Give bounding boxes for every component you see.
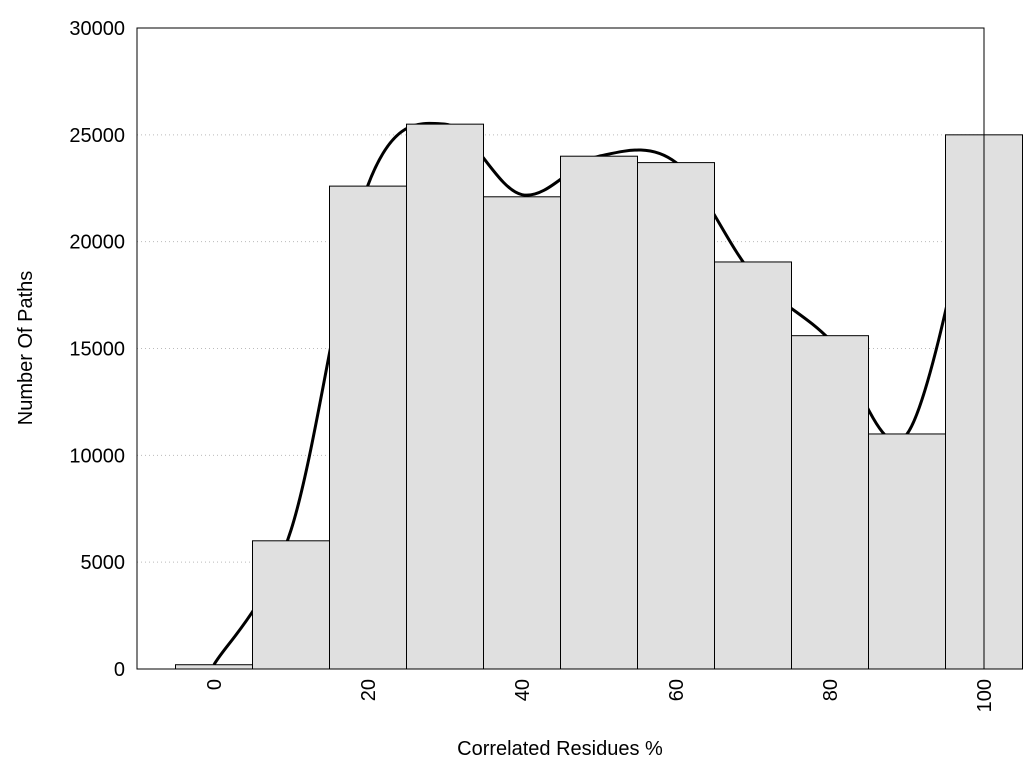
bar xyxy=(406,123,484,670)
y-axis-label: Number Of Paths xyxy=(15,271,37,426)
y-tick-label: 15000 xyxy=(69,339,125,361)
bar xyxy=(329,185,407,670)
y-tick-label: 5000 xyxy=(81,552,126,574)
bar xyxy=(791,335,869,670)
x-tick-label: 20 xyxy=(358,679,380,701)
y-tick-label: 30000 xyxy=(69,18,125,40)
bar xyxy=(560,155,638,670)
plot-border xyxy=(136,27,985,670)
x-tick-label: 40 xyxy=(512,679,534,701)
x-axis-label: Correlated Residues % xyxy=(457,738,663,760)
y-tick-label: 10000 xyxy=(69,445,125,467)
y-tick-label: 25000 xyxy=(69,125,125,147)
bar xyxy=(637,162,715,670)
x-tick-label: 60 xyxy=(666,679,688,701)
x-tick-label: 0 xyxy=(204,679,226,690)
bar xyxy=(252,540,330,670)
y-tick-label: 20000 xyxy=(69,232,125,254)
y-tick-label: 0 xyxy=(114,659,125,681)
bar xyxy=(714,261,792,670)
bar xyxy=(175,664,253,670)
bar xyxy=(483,196,561,670)
x-tick-label: 80 xyxy=(820,679,842,701)
bar xyxy=(868,433,946,670)
x-tick-label: 100 xyxy=(974,679,996,712)
